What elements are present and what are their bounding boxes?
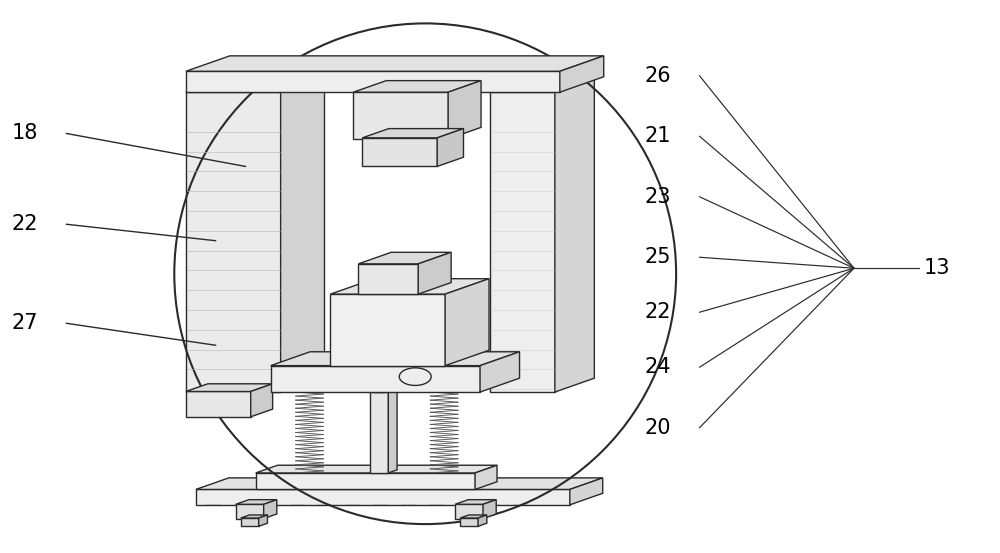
Polygon shape: [330, 294, 445, 366]
Text: 20: 20: [645, 418, 671, 438]
Polygon shape: [362, 138, 437, 166]
Text: 25: 25: [645, 247, 671, 267]
Polygon shape: [330, 279, 489, 294]
Polygon shape: [437, 129, 464, 166]
Polygon shape: [555, 79, 594, 392]
Polygon shape: [186, 92, 281, 392]
Polygon shape: [384, 365, 391, 392]
Text: 21: 21: [645, 126, 671, 146]
Text: 26: 26: [645, 66, 671, 86]
Polygon shape: [256, 473, 475, 489]
Polygon shape: [196, 478, 603, 489]
Polygon shape: [358, 252, 451, 264]
Polygon shape: [271, 366, 480, 392]
Polygon shape: [186, 56, 604, 71]
Text: 22: 22: [645, 302, 671, 322]
Text: 24: 24: [645, 357, 671, 377]
Polygon shape: [370, 389, 397, 392]
Polygon shape: [358, 264, 418, 294]
Polygon shape: [186, 384, 273, 392]
Polygon shape: [418, 252, 451, 294]
Polygon shape: [186, 77, 324, 92]
Polygon shape: [353, 81, 481, 92]
Text: 27: 27: [11, 313, 38, 333]
Polygon shape: [490, 79, 594, 92]
Polygon shape: [236, 500, 277, 504]
Polygon shape: [196, 489, 570, 505]
Polygon shape: [480, 352, 520, 392]
Polygon shape: [570, 478, 603, 505]
Polygon shape: [455, 504, 483, 519]
Polygon shape: [490, 92, 555, 392]
Polygon shape: [256, 465, 497, 473]
Polygon shape: [251, 384, 273, 417]
Polygon shape: [264, 500, 277, 519]
Polygon shape: [445, 279, 489, 366]
Text: 22: 22: [11, 214, 38, 234]
Text: 23: 23: [645, 187, 671, 207]
Polygon shape: [236, 504, 264, 519]
Polygon shape: [448, 81, 481, 139]
Polygon shape: [259, 515, 267, 526]
Polygon shape: [388, 389, 397, 473]
Polygon shape: [353, 92, 448, 139]
Polygon shape: [478, 515, 487, 526]
Polygon shape: [241, 518, 259, 526]
Polygon shape: [186, 392, 251, 417]
Polygon shape: [370, 392, 388, 473]
Polygon shape: [460, 515, 487, 518]
Polygon shape: [241, 515, 267, 518]
Polygon shape: [362, 129, 464, 138]
Polygon shape: [560, 56, 604, 92]
Polygon shape: [271, 352, 520, 366]
Polygon shape: [475, 465, 497, 489]
Polygon shape: [483, 500, 496, 519]
Polygon shape: [281, 77, 324, 392]
Polygon shape: [374, 367, 384, 392]
Polygon shape: [186, 71, 560, 92]
Polygon shape: [374, 365, 391, 367]
Text: 13: 13: [924, 258, 950, 278]
Text: 18: 18: [11, 123, 38, 143]
Polygon shape: [460, 518, 478, 526]
Polygon shape: [455, 500, 496, 504]
